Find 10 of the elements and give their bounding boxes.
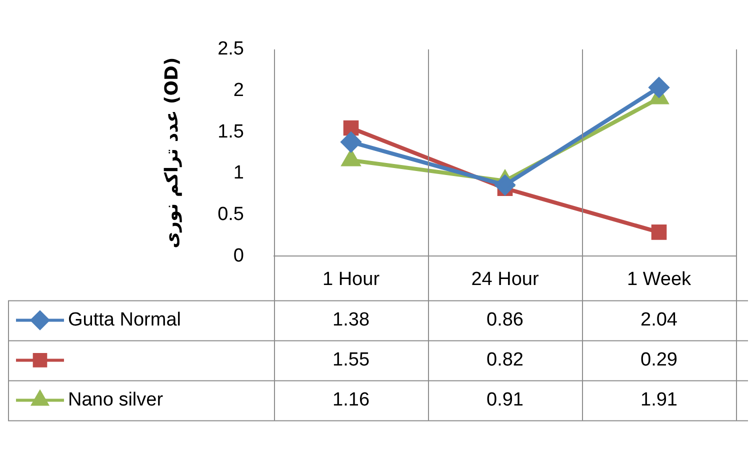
y-tick-label: 2 (233, 80, 244, 101)
y-tick-label: 2.5 (218, 38, 244, 60)
x-tick-label: 24 Hour (471, 268, 540, 290)
x-tick-label: 1 Week (626, 268, 692, 290)
x-tick-label: 1 Hour (322, 268, 380, 290)
y-tick-label: 0.5 (218, 204, 244, 226)
y-tick-label: 0 (233, 245, 244, 266)
y-axis-title: عدد تراکم نوری (OD) (161, 57, 182, 248)
y-tick-label: 1 (233, 162, 244, 184)
y-tick-label: 1.5 (218, 121, 244, 142)
